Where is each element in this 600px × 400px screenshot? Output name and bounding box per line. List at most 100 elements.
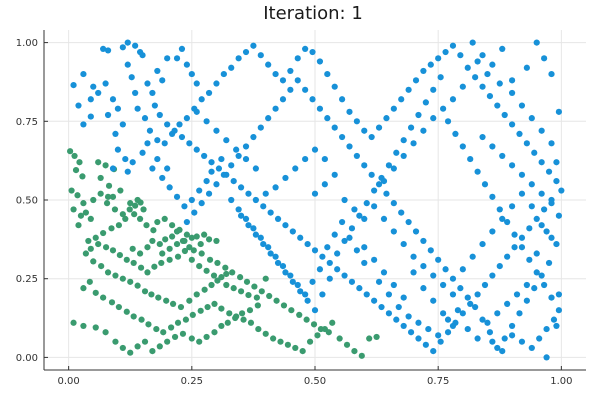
point-1-253 [508,332,516,339]
point-1-390 [528,203,535,210]
point-1-279 [193,108,200,115]
point-0-191 [196,263,203,270]
point-0-12 [102,162,109,169]
point-0-195 [223,270,230,278]
point-0-53 [102,244,110,251]
point-1-171 [420,237,427,245]
point-1-166 [457,285,464,292]
point-0-55 [87,245,94,252]
point-0-143 [238,310,246,317]
point-1-294 [80,70,87,78]
point-1-239 [496,206,503,213]
point-1-187 [302,86,309,93]
point-1-78 [548,70,555,78]
point-1-271 [272,184,279,191]
point-0-127 [119,344,126,352]
x-tick-label-0: 0.00 [58,376,80,387]
point-1-276 [223,137,230,144]
point-1-112 [260,203,267,210]
point-0-82 [80,285,87,292]
point-0-150 [222,264,229,271]
point-1-17 [132,89,139,97]
point-0-84 [100,294,107,301]
point-1-277 [213,127,220,134]
point-0-190 [188,256,195,263]
point-0-29 [149,237,156,245]
point-1-99 [164,121,171,128]
point-1-136 [437,338,444,345]
point-1-356 [553,159,560,166]
point-1-332 [324,244,331,251]
point-1-231 [437,74,444,81]
point-1-374 [371,203,378,210]
point-0-145 [254,302,261,309]
point-1-205 [245,222,252,229]
y-tick-label-4: 1.00 [16,38,38,49]
point-0-95 [182,316,190,323]
point-0-149 [214,259,221,267]
point-0-173 [154,218,161,226]
point-0-166 [127,200,134,207]
point-1-125 [356,285,363,292]
point-1-160 [501,335,508,342]
point-0-136 [188,335,195,342]
point-1-250 [536,335,543,342]
point-1-296 [87,96,94,103]
point-1-322 [250,225,257,232]
point-0-61 [119,275,126,282]
point-0-187 [166,245,173,252]
point-1-269 [321,155,328,163]
point-0-118 [351,348,358,355]
point-1-238 [489,193,496,200]
point-1-157 [523,297,530,304]
point-0-73 [208,281,215,289]
point-1-290 [518,171,526,178]
point-1-364 [474,58,481,65]
point-1-298 [119,121,126,128]
point-1-38 [279,77,287,84]
point-1-173 [405,218,412,226]
point-1-180 [353,152,360,160]
point-1-317 [208,168,215,175]
point-1-18 [134,105,141,112]
point-1-98 [156,111,163,119]
point-1-246 [548,294,555,301]
point-1-104 [201,152,208,160]
point-1-376 [390,228,397,235]
point-0-157 [273,297,280,304]
point-0-63 [134,282,141,289]
point-0-25 [131,211,138,218]
point-1-372 [390,165,397,172]
axes [43,30,586,371]
point-1-394 [553,322,560,330]
point-0-80 [262,275,269,282]
point-0-167 [122,215,129,222]
point-0-103 [240,316,247,323]
point-1-232 [444,118,452,125]
point-1-230 [430,86,437,93]
point-0-77 [237,288,245,295]
point-0-137 [196,338,203,345]
point-1-325 [272,253,279,260]
point-1-318 [218,155,225,163]
point-1-131 [400,322,407,330]
point-1-326 [279,263,287,270]
point-1-362 [496,80,503,87]
point-0-47 [144,269,151,276]
point-1-134 [422,341,429,348]
point-0-49 [130,259,137,267]
point-1-145 [504,253,511,260]
point-1-142 [481,281,489,289]
point-1-41 [302,45,309,52]
point-1-71 [523,140,530,147]
point-0-91 [153,325,160,333]
point-1-349 [484,319,491,326]
point-1-311 [166,184,173,191]
point-1-100 [171,127,178,134]
point-1-93 [154,67,161,75]
point-1-32 [235,55,242,62]
point-1-198 [220,171,227,178]
point-1-11 [124,39,131,46]
point-1-289 [508,162,516,169]
point-1-208 [267,250,274,257]
